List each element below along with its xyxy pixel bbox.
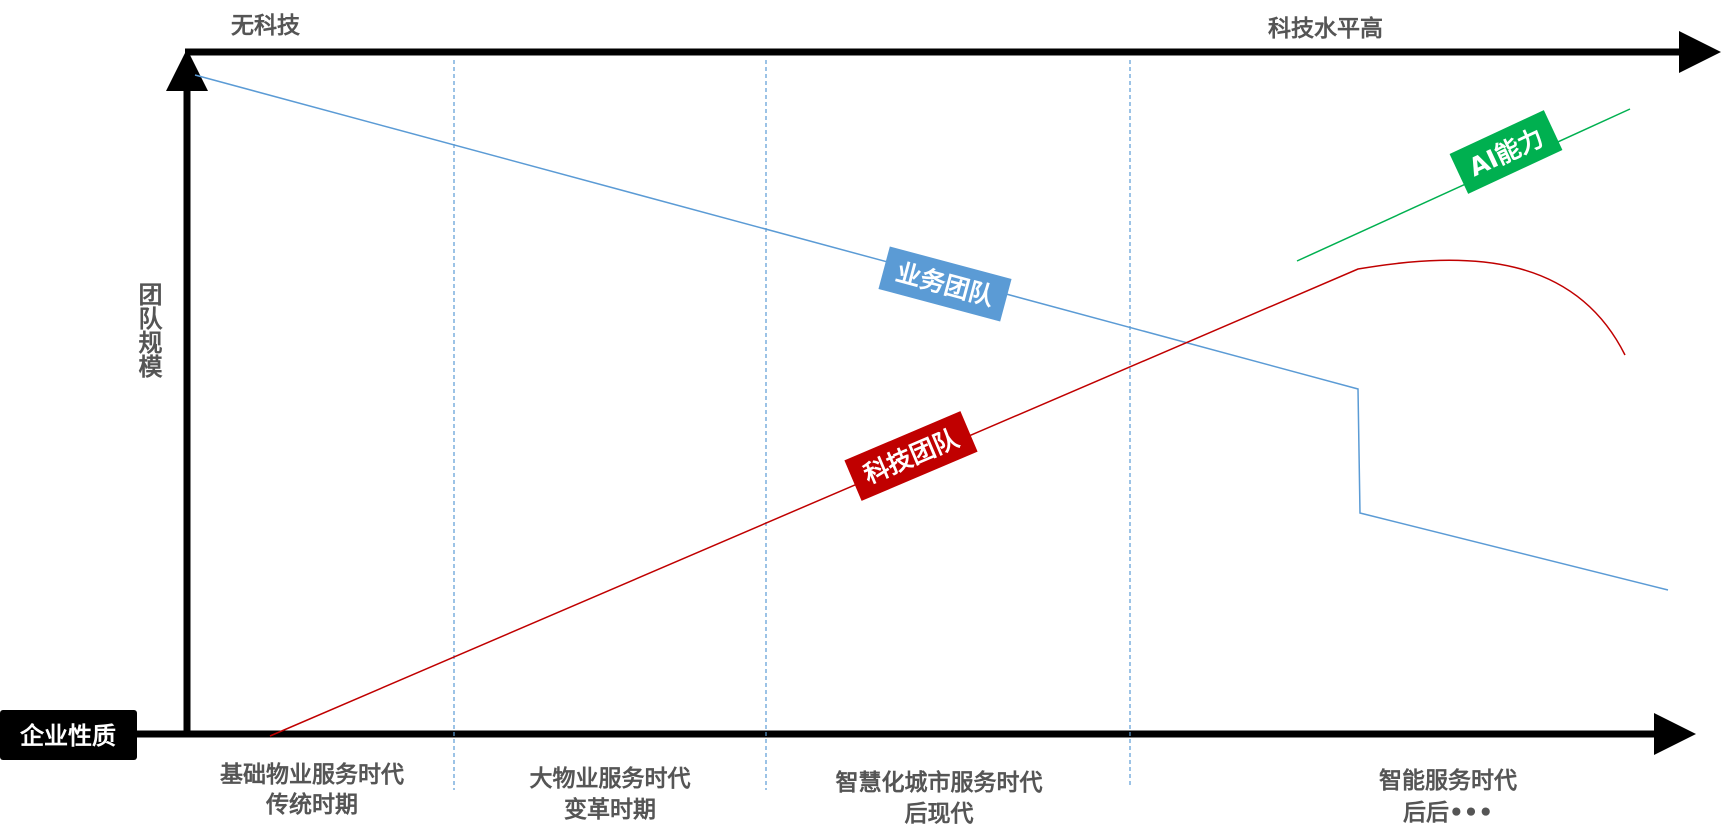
tech-team-badge: 科技团队 [844,411,978,501]
top-axis-left-label: 无科技 [231,13,301,39]
era-label-3: 智慧化城市服务时代 后现代 [836,769,1043,827]
era-label-2: 大物业服务时代 变革时期 [530,765,691,823]
era-2-title: 大物业服务时代 [530,765,691,792]
x-axis-label-box: 企业性质 [0,710,137,760]
era-label-4: 智能服务时代 后后••• [1379,767,1517,826]
era-4-title: 智能服务时代 [1379,767,1517,794]
top-axis-right-label: 科技水平高 [1268,15,1383,42]
y-axis-label: 团队规模 [134,282,162,379]
x-axis-label: 企业性质 [20,722,116,750]
era-4-subtitle: 后后••• [1403,800,1493,826]
business-team-line [194,74,1669,591]
ai-capability-line [1296,108,1631,262]
era-3-subtitle: 后现代 [905,801,974,827]
era-1-title: 基础物业服务时代 [220,761,404,788]
ai-capability-badge: AI能力 [1449,110,1563,194]
era-1-subtitle: 传统时期 [265,791,358,818]
era-2-subtitle: 变革时期 [564,796,656,823]
era-3-title: 智慧化城市服务时代 [836,769,1043,796]
tech-team-line [269,259,1626,737]
era-label-1: 基础物业服务时代 传统时期 [220,761,404,818]
business-team-badge: 业务团队 [878,246,1012,322]
